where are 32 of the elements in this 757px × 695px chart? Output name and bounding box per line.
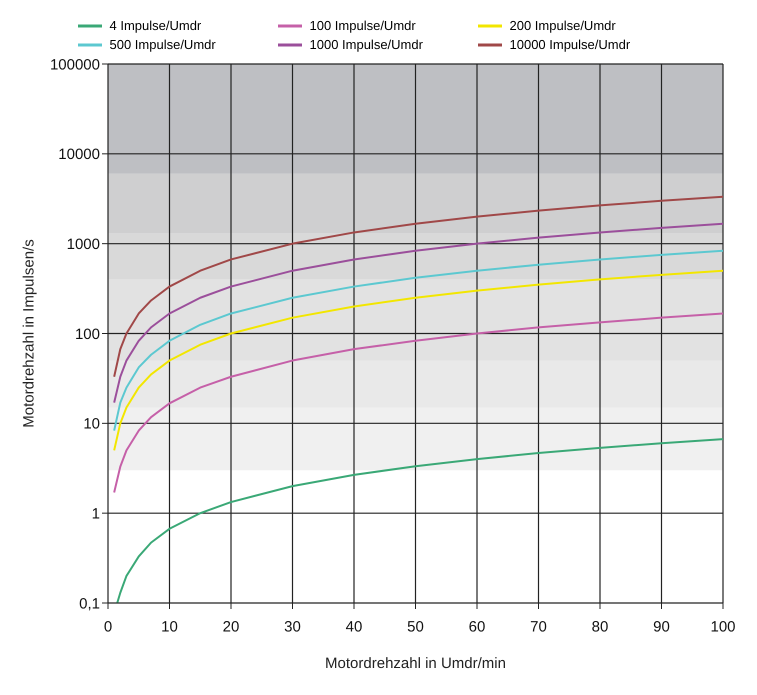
- legend-label: 1000 Impulse/Umdr: [310, 37, 423, 52]
- y-axis-title: Motordrehzahl in Impulsen/s: [20, 239, 38, 428]
- x-axis-title: Motordrehzahl in Umdr/min: [325, 655, 506, 672]
- x-tick-label: 90: [653, 618, 670, 636]
- line-series: [113, 270, 723, 452]
- x-tick-label: 80: [592, 618, 608, 636]
- line-series: [113, 196, 723, 378]
- line-series: [113, 312, 723, 494]
- y-tick-label: 1000: [66, 236, 100, 253]
- y-tick-label: 10: [83, 416, 100, 433]
- line-series: [113, 250, 723, 432]
- x-tick-label: 40: [346, 618, 362, 636]
- legend-label: 100 Impulse/Umdr: [310, 18, 416, 33]
- y-tick-label: 100: [74, 326, 100, 343]
- x-tick-label: 30: [284, 618, 301, 636]
- x-tick-label: 50: [407, 618, 424, 636]
- x-tick-label: 60: [468, 618, 486, 636]
- legend-label: 200 Impulse/Umdr: [510, 18, 616, 33]
- x-tick-label: 0: [104, 618, 112, 636]
- legend-label: 4 Impulse/Umdr: [110, 18, 202, 33]
- legend-label: 10000 Impulse/Umdr: [510, 37, 630, 52]
- x-tick-label: 70: [530, 618, 547, 636]
- y-tick-label: 1: [92, 505, 100, 522]
- x-tick-label: 20: [222, 618, 240, 636]
- y-tick-label: 100000: [50, 56, 100, 74]
- line-series: [113, 222, 723, 404]
- legend-label: 500 Impulse/Umdr: [110, 37, 216, 52]
- y-tick-label: 10000: [58, 146, 100, 164]
- x-tick-label: 100: [710, 618, 736, 636]
- line-series: [116, 438, 723, 603]
- y-tick-label: 0,1: [79, 595, 100, 612]
- x-tick-label: 10: [161, 618, 178, 636]
